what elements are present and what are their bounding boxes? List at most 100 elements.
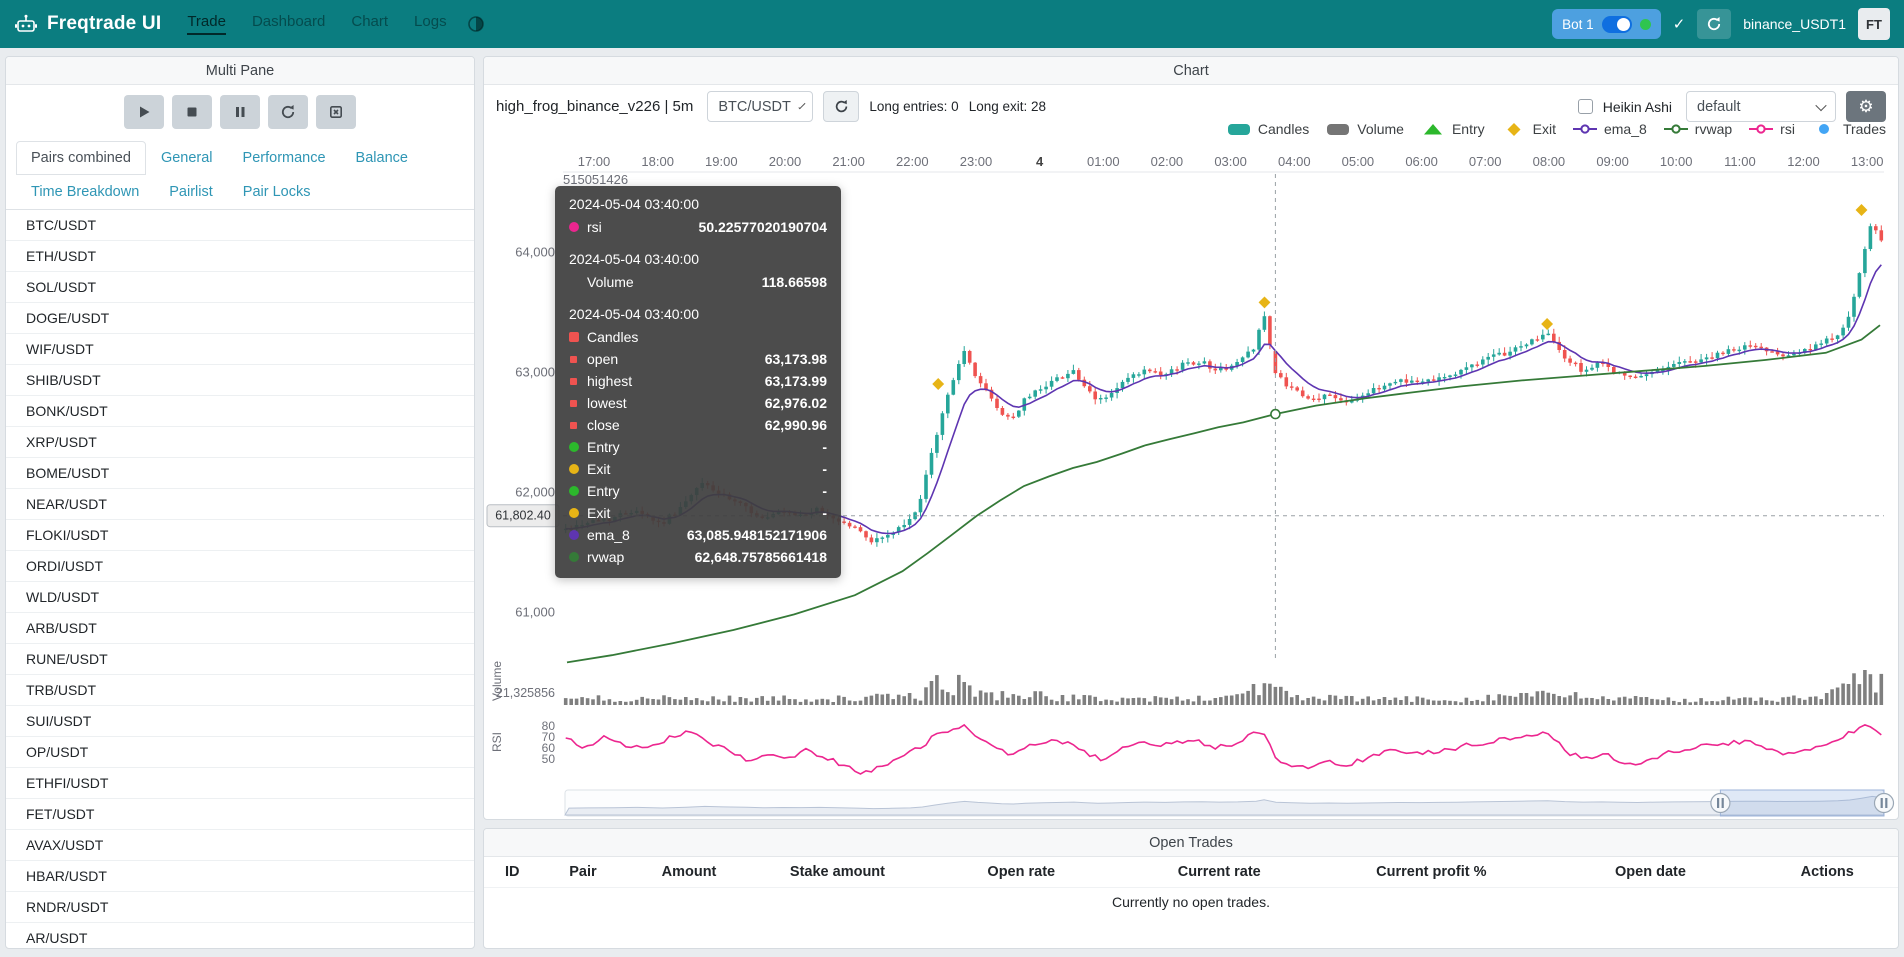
pair-item-trb-usdt[interactable]: TRB/USDT bbox=[6, 675, 474, 706]
column-header-amount[interactable]: Amount bbox=[661, 864, 717, 880]
tooltip-label: Exit bbox=[587, 505, 611, 521]
start-bot-button[interactable] bbox=[124, 95, 164, 129]
pair-item-avax-usdt[interactable]: AVAX/USDT bbox=[6, 830, 474, 861]
pair-item-xrp-usdt[interactable]: XRP/USDT bbox=[6, 427, 474, 458]
pause-bot-button[interactable] bbox=[220, 95, 260, 129]
bot-selector[interactable]: Bot 1 bbox=[1552, 9, 1661, 39]
nav-item-chart[interactable]: Chart bbox=[351, 13, 389, 30]
plot-config-select[interactable]: default bbox=[1686, 91, 1836, 122]
chart-header: Chart bbox=[484, 57, 1898, 85]
legend-item-rvwap[interactable]: rvwap bbox=[1663, 121, 1732, 137]
pair-item-shib-usdt[interactable]: SHIB/USDT bbox=[6, 365, 474, 396]
pair-item-eth-usdt[interactable]: ETH/USDT bbox=[6, 241, 474, 272]
tooltip-row-rvwap: rvwap 62,648.75785661418 bbox=[569, 546, 827, 568]
volume-marker-icon bbox=[569, 277, 579, 287]
pair-item-wld-usdt[interactable]: WLD/USDT bbox=[6, 582, 474, 613]
nav-item-dashboard[interactable]: Dashboard bbox=[251, 13, 326, 30]
tooltip-row-open: open 63,173.98 bbox=[569, 348, 827, 370]
reload-bot-button[interactable] bbox=[1697, 9, 1732, 39]
pair-select[interactable]: BTC/USDT bbox=[707, 91, 814, 122]
stop-bot-button[interactable] bbox=[172, 95, 212, 129]
chart-area: 17:00 18:00 19:00 20:00 21:00 22:00 23:00 4 01:0… bbox=[485, 128, 1897, 818]
svg-text:13:00: 13:00 bbox=[1851, 154, 1884, 169]
pair-item-fet-usdt[interactable]: FET/USDT bbox=[6, 799, 474, 830]
svg-text:06:00: 06:00 bbox=[1405, 154, 1438, 169]
pair-item-bonk-usdt[interactable]: BONK/USDT bbox=[6, 396, 474, 427]
tab-pairs-combined[interactable]: Pairs combined bbox=[16, 141, 146, 175]
brand[interactable]: Freqtrade UI bbox=[14, 12, 161, 36]
svg-text:07:00: 07:00 bbox=[1469, 154, 1502, 169]
column-header-actions[interactable]: Actions bbox=[1800, 864, 1854, 880]
pair-item-rndr-usdt[interactable]: RNDR/USDT bbox=[6, 892, 474, 923]
heikin-ashi-checkbox[interactable] bbox=[1577, 99, 1593, 114]
svg-text:20:00: 20:00 bbox=[769, 154, 802, 169]
multi-pane-title: Multi Pane bbox=[205, 62, 275, 79]
column-header-id[interactable]: ID bbox=[505, 864, 520, 880]
pair-list: BTC/USDT ETH/USDT SOL/USDT DOGE/USDT WIF/USD… bbox=[6, 210, 474, 948]
legend-label: Exit bbox=[1532, 121, 1556, 137]
entry-marker-icon bbox=[569, 486, 579, 496]
tab-balance[interactable]: Balance bbox=[355, 150, 408, 166]
column-header-open-rate[interactable]: Open rate bbox=[987, 864, 1056, 880]
pair-item-rune-usdt[interactable]: RUNE/USDT bbox=[6, 644, 474, 675]
tab-general[interactable]: General bbox=[160, 150, 213, 166]
tooltip-row-rsi: rsi 50.22577020190704 bbox=[569, 216, 827, 238]
column-header-current-profit[interactable]: Current profit % bbox=[1376, 864, 1487, 880]
pair-item-btc-usdt[interactable]: BTC/USDT bbox=[6, 210, 474, 241]
column-header-open-date[interactable]: Open date bbox=[1615, 864, 1686, 880]
legend-label: Entry bbox=[1451, 121, 1485, 137]
datazoom-handle-left[interactable] bbox=[1710, 792, 1731, 814]
tab-performance[interactable]: Performance bbox=[242, 150, 326, 166]
tab-pairlist[interactable]: Pairlist bbox=[169, 184, 213, 200]
pair-item-bome-usdt[interactable]: BOME/USDT bbox=[6, 458, 474, 489]
column-header-pair[interactable]: Pair bbox=[569, 864, 597, 880]
tab-time-breakdown[interactable]: Time Breakdown bbox=[31, 184, 140, 200]
reload-config-button[interactable] bbox=[268, 95, 308, 129]
bot-toggle[interactable] bbox=[1601, 15, 1632, 33]
pair-item-wif-usdt[interactable]: WIF/USDT bbox=[6, 334, 474, 365]
pair-item-op-usdt[interactable]: OP/USDT bbox=[6, 737, 474, 768]
plot-settings-button[interactable]: ⚙ bbox=[1846, 91, 1886, 122]
chart-svg[interactable]: 17:00 18:00 19:00 20:00 21:00 22:00 23:00 4 01:0… bbox=[485, 128, 1899, 818]
tooltip-row-volume: Volume 118.66598 bbox=[569, 271, 827, 293]
legend-item-rsi[interactable]: rsi bbox=[1748, 121, 1795, 137]
pair-item-doge-usdt[interactable]: DOGE/USDT bbox=[6, 303, 474, 334]
navbar: Freqtrade UI Trade Dashboard Chart Logs Bot… bbox=[0, 0, 1904, 48]
datazoom-slider[interactable] bbox=[564, 789, 1895, 817]
rsi-marker-icon bbox=[569, 222, 579, 232]
legend-item-ema-8[interactable]: ema_8 bbox=[1572, 121, 1647, 137]
pair-item-floki-usdt[interactable]: FLOKI/USDT bbox=[6, 520, 474, 551]
column-header-stake-amount[interactable]: Stake amount bbox=[789, 864, 885, 880]
volume-legend-icon bbox=[1327, 124, 1350, 135]
refresh-chart-button[interactable] bbox=[823, 91, 860, 122]
nav-item-logs[interactable]: Logs bbox=[414, 13, 447, 30]
tab-pair-locks[interactable]: Pair Locks bbox=[242, 184, 311, 200]
avatar[interactable]: FT bbox=[1858, 8, 1890, 40]
pair-item-ethfi-usdt[interactable]: ETHFI/USDT bbox=[6, 768, 474, 799]
svg-text:22:00: 22:00 bbox=[896, 154, 929, 169]
legend-item-entry[interactable]: Entry bbox=[1420, 121, 1485, 137]
entry-marker-icon bbox=[569, 442, 579, 452]
pair-item-ar-usdt[interactable]: AR/USDT bbox=[6, 923, 474, 948]
svg-text:04:00: 04:00 bbox=[1278, 154, 1311, 169]
datazoom-handle-right[interactable] bbox=[1873, 792, 1895, 814]
legend-item-exit[interactable]: Exit bbox=[1501, 121, 1556, 137]
pair-item-ordi-usdt[interactable]: ORDI/USDT bbox=[6, 551, 474, 582]
legend-item-trades[interactable]: Trades bbox=[1811, 121, 1886, 137]
candles-marker-icon bbox=[569, 332, 579, 342]
pair-item-sui-usdt[interactable]: SUI/USDT bbox=[6, 706, 474, 737]
pair-item-sol-usdt[interactable]: SOL/USDT bbox=[6, 272, 474, 303]
legend-item-candles[interactable]: Candles bbox=[1226, 121, 1309, 137]
forceexit-button[interactable] bbox=[316, 95, 356, 129]
long-exits-label: Long exit: 28 bbox=[968, 99, 1046, 114]
legend-item-volume[interactable]: Volume bbox=[1325, 121, 1404, 137]
pair-item-arb-usdt[interactable]: ARB/USDT bbox=[6, 613, 474, 644]
theme-toggle-icon[interactable] bbox=[467, 15, 485, 33]
tooltip-label: ema_8 bbox=[587, 527, 630, 543]
column-header-current-rate[interactable]: Current rate bbox=[1177, 864, 1261, 880]
pair-item-hbar-usdt[interactable]: HBAR/USDT bbox=[6, 861, 474, 892]
pair-item-near-usdt[interactable]: NEAR/USDT bbox=[6, 489, 474, 520]
nav-item-trade[interactable]: Trade bbox=[187, 13, 226, 35]
lowest-marker-icon bbox=[570, 399, 577, 407]
tooltip-label: lowest bbox=[587, 395, 627, 411]
